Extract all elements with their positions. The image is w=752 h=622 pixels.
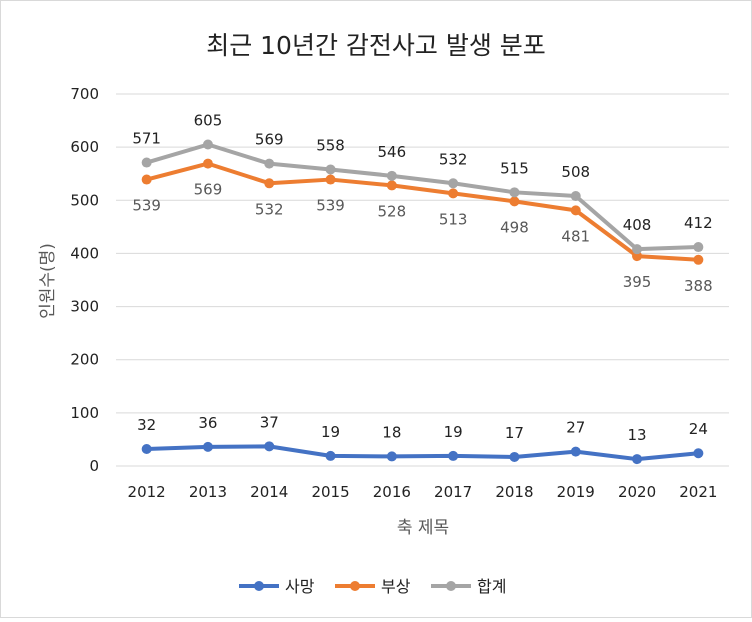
- series-line-2: [144, 142, 701, 252]
- data-point: [448, 178, 459, 189]
- data-point: [386, 180, 397, 191]
- data-label: 532: [255, 200, 284, 218]
- data-point: [509, 187, 520, 198]
- data-point: [693, 254, 704, 265]
- y-tick-label: 0: [89, 457, 99, 475]
- x-tick-label: 2019: [557, 483, 595, 501]
- y-tick-label: 700: [70, 85, 99, 103]
- data-label: 481: [561, 227, 590, 245]
- data-label: 27: [566, 419, 585, 437]
- x-tick-label: 2014: [250, 483, 288, 501]
- x-tick-label: 2012: [128, 483, 166, 501]
- series-line-1: [144, 161, 701, 262]
- data-label: 558: [316, 136, 345, 154]
- data-point: [202, 139, 213, 150]
- y-tick-label: 500: [70, 191, 99, 209]
- data-point: [632, 251, 643, 262]
- data-label: 24: [689, 420, 708, 438]
- data-label: 605: [194, 111, 223, 129]
- x-tick-label: 2013: [189, 483, 227, 501]
- data-point: [141, 174, 152, 185]
- data-label: 569: [255, 131, 284, 149]
- data-label: 19: [444, 423, 463, 441]
- legend-swatch-marker: [446, 581, 456, 591]
- x-axis-ticks: 2012 2013 2014 2015 2016 2017 2018 2019 2020 2021: [128, 483, 718, 501]
- y-tick-label: 400: [70, 244, 99, 262]
- series-group: [141, 139, 704, 465]
- data-point: [202, 158, 213, 169]
- data-label: 19: [321, 423, 340, 441]
- data-point: [448, 450, 459, 461]
- data-label: 13: [628, 426, 647, 444]
- x-tick-label: 2020: [618, 483, 656, 501]
- data-point: [570, 446, 581, 457]
- data-label: 546: [378, 143, 407, 161]
- data-label: 395: [623, 273, 652, 291]
- data-point: [264, 441, 275, 452]
- data-point: [693, 242, 704, 253]
- data-point: [570, 191, 581, 202]
- data-label: 498: [500, 218, 529, 236]
- chart-title: 최근 10년간 감전사고 발생 분포: [206, 31, 546, 60]
- data-label: 513: [439, 210, 468, 228]
- data-label: 17: [505, 424, 524, 442]
- x-tick-label: 2016: [373, 483, 411, 501]
- x-tick-label: 2017: [434, 483, 472, 501]
- data-point: [693, 448, 704, 459]
- data-label: 388: [684, 277, 713, 295]
- data-label: 539: [316, 197, 345, 215]
- y-tick-label: 600: [70, 138, 99, 156]
- data-label: 515: [500, 159, 529, 177]
- data-point: [141, 443, 152, 454]
- x-tick-label: 2015: [311, 483, 349, 501]
- data-point: [264, 178, 275, 189]
- x-tick-label: 2021: [679, 483, 717, 501]
- data-point: [325, 174, 336, 185]
- data-point: [325, 164, 336, 175]
- legend-item-label: 사망: [285, 577, 315, 596]
- legend: 사망 부상 합계: [239, 577, 506, 596]
- legend-item-label: 합계: [477, 577, 506, 596]
- x-tick-label: 2018: [495, 483, 533, 501]
- data-point: [202, 441, 213, 452]
- data-label: 528: [378, 202, 407, 220]
- data-point: [632, 454, 643, 465]
- data-point: [509, 196, 520, 207]
- data-point: [632, 244, 643, 255]
- y-tick-label: 100: [70, 404, 99, 422]
- y-axis-ticks: 0 100 200 300 400 500 600 700: [70, 85, 99, 475]
- data-label: 532: [439, 150, 468, 168]
- series-line-0: [144, 444, 701, 462]
- data-label: 32: [137, 416, 156, 434]
- data-labels: 32 36 37 19 18 19 17 27 13 24 539 569 532 539 528 513 49…: [132, 111, 712, 444]
- data-label: 408: [623, 216, 652, 234]
- data-point: [386, 451, 397, 462]
- x-axis-title: 축 제목: [397, 518, 449, 538]
- data-point: [325, 450, 336, 461]
- data-label: 36: [198, 414, 217, 432]
- y-axis-title: 인원수(명): [38, 243, 58, 319]
- data-point: [448, 188, 459, 199]
- y-tick-label: 300: [70, 298, 99, 316]
- data-point: [509, 451, 520, 462]
- legend-swatch-marker: [350, 581, 360, 591]
- data-label: 412: [684, 214, 713, 232]
- legend-item-label: 부상: [381, 577, 411, 596]
- data-label: 569: [194, 181, 223, 199]
- data-label: 508: [561, 163, 590, 181]
- data-label: 37: [260, 413, 279, 431]
- data-label: 18: [382, 423, 401, 441]
- data-point: [570, 205, 581, 216]
- data-point: [141, 157, 152, 168]
- y-tick-label: 200: [70, 351, 99, 369]
- data-label: 539: [132, 197, 161, 215]
- data-label: 571: [132, 130, 161, 148]
- data-point: [264, 158, 275, 169]
- data-point: [386, 170, 397, 181]
- legend-swatch-marker: [254, 581, 264, 591]
